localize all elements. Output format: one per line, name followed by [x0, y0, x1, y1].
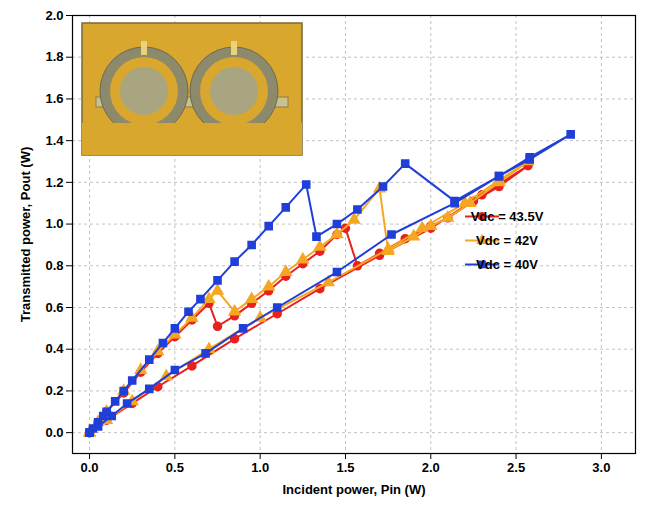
svg-text:0.6: 0.6: [45, 300, 63, 315]
svg-text:0.0: 0.0: [45, 425, 63, 440]
svg-text:0.8: 0.8: [45, 258, 63, 273]
svg-text:Vdc = 43.5V: Vdc = 43.5V: [471, 209, 544, 224]
svg-text:Vdc = 40V: Vdc = 40V: [476, 257, 538, 272]
svg-text:1.4: 1.4: [45, 133, 64, 148]
svg-text:1.6: 1.6: [45, 91, 63, 106]
svg-text:1.0: 1.0: [251, 460, 269, 475]
svg-text:0.2: 0.2: [45, 383, 63, 398]
svg-text:1.0: 1.0: [45, 216, 63, 231]
svg-text:2.5: 2.5: [507, 460, 525, 475]
svg-text:2.0: 2.0: [422, 460, 440, 475]
svg-text:Incident power, Pin (W): Incident power, Pin (W): [283, 482, 426, 497]
svg-text:2.0: 2.0: [45, 8, 63, 23]
svg-text:1.8: 1.8: [45, 49, 63, 64]
svg-text:Transmitted power, Pout (W): Transmitted power, Pout (W): [18, 147, 33, 323]
svg-text:1.2: 1.2: [45, 175, 63, 190]
svg-text:0.5: 0.5: [166, 460, 184, 475]
svg-text:Vdc = 42V: Vdc = 42V: [476, 233, 538, 248]
svg-text:3.0: 3.0: [592, 460, 610, 475]
svg-text:0.4: 0.4: [45, 341, 64, 356]
svg-text:0.0: 0.0: [81, 460, 99, 475]
svg-text:1.5: 1.5: [336, 460, 354, 475]
